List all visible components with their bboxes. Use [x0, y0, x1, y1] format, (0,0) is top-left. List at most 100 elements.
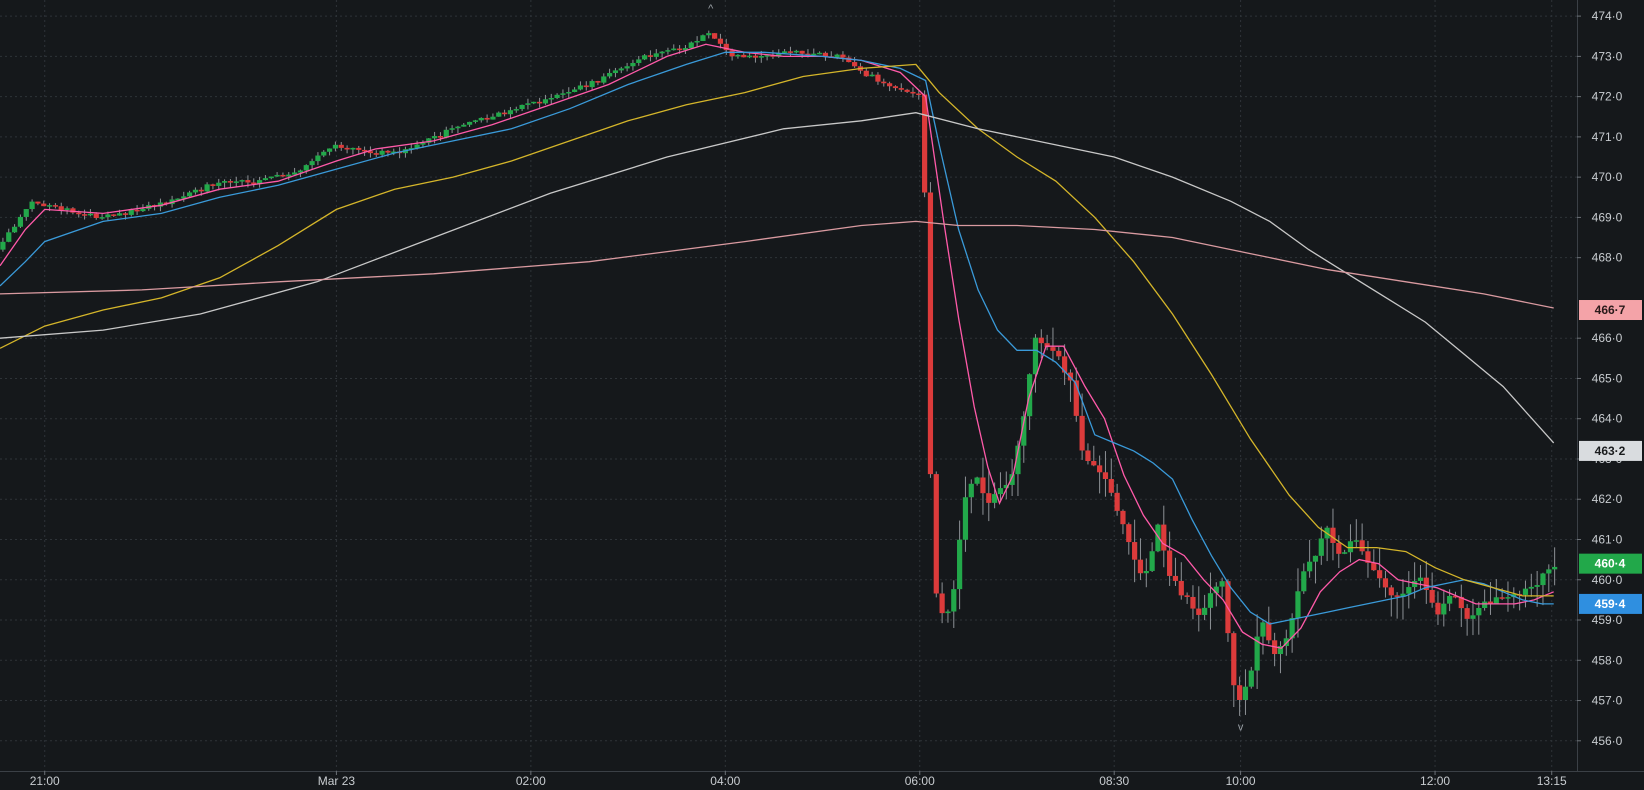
candle-up [694, 40, 700, 43]
candle-up [688, 42, 694, 49]
candle-down [1067, 372, 1074, 381]
candle-down [1359, 540, 1365, 552]
candle-up [1482, 601, 1488, 608]
candle-down [712, 33, 718, 39]
candle-up [793, 50, 799, 53]
candle-down [717, 38, 724, 44]
candle-up [1009, 474, 1015, 485]
candle-up [426, 138, 432, 143]
y-tick-label: 466·0 [1592, 331, 1623, 345]
candle-up [951, 589, 957, 612]
candle-up [659, 51, 665, 54]
candle-down [1050, 347, 1056, 351]
candle-up [1522, 588, 1529, 595]
y-tick-label: 465·0 [1592, 371, 1623, 385]
x-tick-label: 04:00 [710, 774, 740, 788]
candle-down [1423, 577, 1429, 591]
candle-up [1301, 571, 1307, 592]
candle-up [653, 53, 659, 57]
extreme-marker: ^ [708, 3, 714, 15]
x-tick-label: 13:15 [1537, 774, 1567, 788]
candle-down [81, 214, 88, 216]
candle-down [41, 203, 47, 207]
candle-up [192, 189, 199, 193]
candle-up [216, 182, 222, 186]
candle-up [548, 97, 554, 100]
candle-down [1137, 559, 1144, 574]
candle-down [729, 50, 735, 57]
candle-down [892, 86, 899, 89]
candle-up [175, 198, 181, 201]
candle-down [927, 192, 934, 475]
candle-down [916, 93, 922, 96]
candle-up [297, 170, 304, 173]
candle-up [46, 205, 53, 207]
candle-up [1546, 569, 1552, 574]
candle-up [262, 178, 269, 181]
candle-up [0, 241, 6, 250]
candle-down [840, 54, 846, 58]
candle-up [1295, 591, 1301, 619]
candle-up [1149, 551, 1155, 571]
candle-down [939, 593, 945, 614]
y-tick-label: 470·0 [1592, 170, 1623, 184]
candle-up [834, 54, 840, 58]
candle-up [466, 121, 473, 125]
candle-up [665, 50, 671, 52]
candle-down [1452, 595, 1459, 598]
candle-down [1091, 461, 1097, 466]
candle-up [945, 611, 951, 614]
y-tick-label: 471·0 [1592, 130, 1623, 144]
candle-up [1207, 593, 1214, 608]
candle-up [962, 497, 969, 540]
price-tags: 466·7 463·2 460·4 459·4 [1579, 300, 1642, 614]
candle-down [280, 174, 286, 177]
candle-up [572, 89, 578, 93]
candle-down [1126, 524, 1132, 543]
price-tag-label: 463·2 [1595, 444, 1626, 458]
candle-down [1044, 343, 1050, 348]
candle-up [233, 181, 239, 183]
candle-up [612, 70, 619, 74]
candle-up [274, 174, 280, 177]
y-tick-label: 473·0 [1592, 49, 1623, 63]
candle-down [1487, 601, 1494, 604]
candle-down [356, 147, 362, 150]
candle-down [1114, 492, 1120, 511]
x-axis-ticks[interactable]: 21:00 Mar 23 02:00 04:00 06:00 08:30 10:00 12:0… [30, 771, 1567, 788]
candle-up [239, 180, 245, 182]
candle-down [922, 94, 928, 193]
candle-down [1085, 450, 1091, 462]
candle-down [1464, 608, 1470, 619]
y-tick-label: 464·0 [1592, 412, 1623, 426]
candle-up [496, 112, 502, 117]
candle-down [1196, 608, 1202, 615]
candle-down [881, 81, 887, 84]
candle-up [221, 181, 228, 183]
candle-down [1190, 596, 1196, 609]
candle-down [933, 474, 939, 594]
candle-up [116, 213, 123, 216]
candle-down [1056, 350, 1062, 357]
candle-up [286, 174, 292, 177]
candle-up [1417, 577, 1424, 581]
candle-up [1353, 540, 1359, 542]
candle-down [910, 91, 916, 94]
ma-line-4 [0, 112, 1555, 444]
candle-down [986, 493, 992, 503]
candle-up [391, 151, 397, 154]
candle-down [1062, 356, 1068, 373]
candle-down [1499, 597, 1505, 599]
candle-up [408, 148, 414, 150]
ma-line-1 [0, 43, 1554, 649]
candle-up [186, 192, 193, 197]
candle-down [723, 43, 729, 51]
candle-down [904, 89, 910, 92]
candle-down [35, 201, 41, 204]
candle-down [1132, 542, 1138, 560]
candle-down [245, 180, 251, 183]
candle-up [957, 539, 963, 590]
candle-up [1003, 484, 1009, 489]
candle-down [210, 184, 216, 186]
